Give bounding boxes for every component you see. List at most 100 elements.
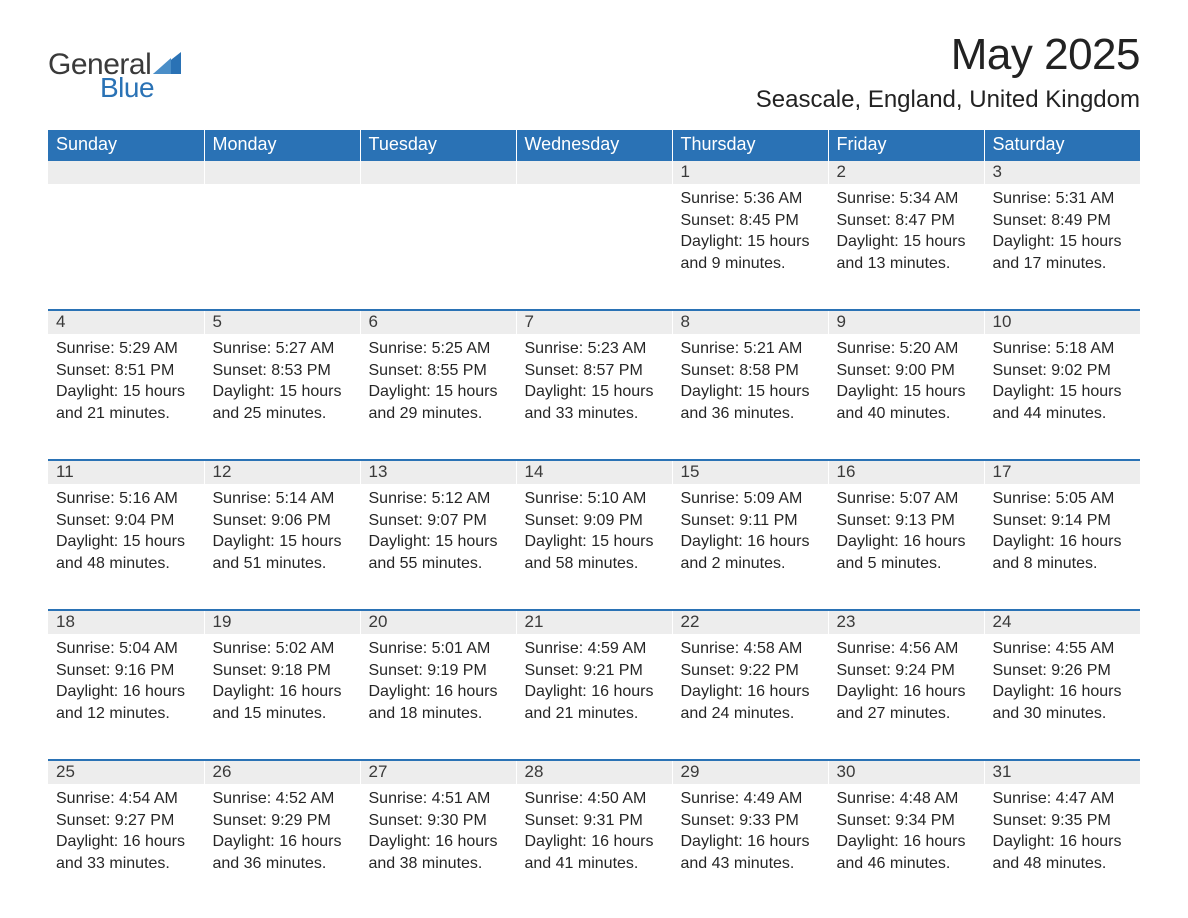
day-detail-cell [48, 184, 204, 310]
sunrise-text: Sunrise: 4:55 AM [993, 638, 1133, 660]
day-number-cell: 11 [48, 460, 204, 484]
day-number-cell: 10 [984, 310, 1140, 334]
day-detail-cell: Sunrise: 5:04 AMSunset: 9:16 PMDaylight:… [48, 634, 204, 760]
day-number-cell: 2 [828, 161, 984, 184]
sunrise-text: Sunrise: 5:29 AM [56, 338, 196, 360]
sunrise-text: Sunrise: 5:23 AM [525, 338, 664, 360]
day-number: 25 [56, 762, 75, 781]
daylight-text-2: and 27 minutes. [837, 703, 976, 725]
day-number-cell: 16 [828, 460, 984, 484]
daylight-text-1: Daylight: 15 hours [525, 531, 664, 553]
sunset-text: Sunset: 9:31 PM [525, 810, 664, 832]
sunrise-text: Sunrise: 4:54 AM [56, 788, 196, 810]
daylight-text-1: Daylight: 16 hours [993, 681, 1133, 703]
daylight-text-1: Daylight: 16 hours [993, 531, 1133, 553]
daylight-text-1: Daylight: 16 hours [213, 831, 352, 853]
daylight-text-2: and 48 minutes. [56, 553, 196, 575]
day-number: 1 [681, 162, 690, 181]
day-number: 10 [993, 312, 1012, 331]
day-number: 9 [837, 312, 846, 331]
sunrise-text: Sunrise: 5:27 AM [213, 338, 352, 360]
sunrise-text: Sunrise: 4:52 AM [213, 788, 352, 810]
sunrise-text: Sunrise: 5:14 AM [213, 488, 352, 510]
daylight-text-1: Daylight: 15 hours [56, 381, 196, 403]
sunset-text: Sunset: 8:51 PM [56, 360, 196, 382]
day-number-cell: 22 [672, 610, 828, 634]
day-number-cell: 30 [828, 760, 984, 784]
sunrise-text: Sunrise: 5:02 AM [213, 638, 352, 660]
day-detail-cell [516, 184, 672, 310]
day-number-cell: 8 [672, 310, 828, 334]
day-detail-cell: Sunrise: 5:18 AMSunset: 9:02 PMDaylight:… [984, 334, 1140, 460]
sunset-text: Sunset: 9:14 PM [993, 510, 1133, 532]
daylight-text-1: Daylight: 15 hours [213, 531, 352, 553]
daylight-text-2: and 51 minutes. [213, 553, 352, 575]
day-number-cell [516, 161, 672, 184]
day-detail-cell: Sunrise: 5:09 AMSunset: 9:11 PMDaylight:… [672, 484, 828, 610]
day-number-row: 25262728293031 [48, 760, 1140, 784]
day-number-cell: 29 [672, 760, 828, 784]
daylight-text-1: Daylight: 16 hours [837, 531, 976, 553]
day-number: 28 [525, 762, 544, 781]
daylight-text-1: Daylight: 16 hours [681, 681, 820, 703]
daylight-text-1: Daylight: 16 hours [525, 681, 664, 703]
day-number-cell: 27 [360, 760, 516, 784]
day-number-cell [48, 161, 204, 184]
daylight-text-1: Daylight: 15 hours [525, 381, 664, 403]
day-header: Sunday [48, 130, 204, 161]
day-number: 8 [681, 312, 690, 331]
daylight-text-2: and 24 minutes. [681, 703, 820, 725]
daylight-text-1: Daylight: 16 hours [56, 681, 196, 703]
sunset-text: Sunset: 9:35 PM [993, 810, 1133, 832]
day-detail-cell: Sunrise: 4:47 AMSunset: 9:35 PMDaylight:… [984, 784, 1140, 910]
brand-word-2: Blue [100, 74, 181, 102]
day-detail-cell: Sunrise: 4:55 AMSunset: 9:26 PMDaylight:… [984, 634, 1140, 760]
sunrise-text: Sunrise: 5:01 AM [369, 638, 508, 660]
day-detail-cell: Sunrise: 5:34 AMSunset: 8:47 PMDaylight:… [828, 184, 984, 310]
day-number: 22 [681, 612, 700, 631]
day-number-cell [204, 161, 360, 184]
day-number: 2 [837, 162, 846, 181]
sunset-text: Sunset: 8:49 PM [993, 210, 1133, 232]
daylight-text-1: Daylight: 15 hours [681, 381, 820, 403]
day-detail-cell: Sunrise: 4:50 AMSunset: 9:31 PMDaylight:… [516, 784, 672, 910]
sunset-text: Sunset: 9:24 PM [837, 660, 976, 682]
sunrise-text: Sunrise: 4:49 AM [681, 788, 820, 810]
daylight-text-1: Daylight: 16 hours [837, 681, 976, 703]
day-detail-cell [360, 184, 516, 310]
day-detail-cell: Sunrise: 4:48 AMSunset: 9:34 PMDaylight:… [828, 784, 984, 910]
day-number-cell: 18 [48, 610, 204, 634]
day-number-cell: 20 [360, 610, 516, 634]
daylight-text-2: and 36 minutes. [681, 403, 820, 425]
daylight-text-2: and 17 minutes. [993, 253, 1133, 275]
sunset-text: Sunset: 9:00 PM [837, 360, 976, 382]
sunset-text: Sunset: 9:21 PM [525, 660, 664, 682]
daylight-text-2: and 41 minutes. [525, 853, 664, 875]
day-header: Friday [828, 130, 984, 161]
day-number-row: 18192021222324 [48, 610, 1140, 634]
header: General Blue May 2025 Seascale, England,… [48, 30, 1140, 126]
daylight-text-2: and 38 minutes. [369, 853, 508, 875]
daylight-text-2: and 40 minutes. [837, 403, 976, 425]
sunrise-text: Sunrise: 4:56 AM [837, 638, 976, 660]
sunrise-text: Sunrise: 5:10 AM [525, 488, 664, 510]
sunrise-text: Sunrise: 5:16 AM [56, 488, 196, 510]
day-number-cell: 1 [672, 161, 828, 184]
day-detail-cell: Sunrise: 4:58 AMSunset: 9:22 PMDaylight:… [672, 634, 828, 760]
day-detail-cell: Sunrise: 5:16 AMSunset: 9:04 PMDaylight:… [48, 484, 204, 610]
day-number: 3 [993, 162, 1002, 181]
day-detail-row: Sunrise: 5:04 AMSunset: 9:16 PMDaylight:… [48, 634, 1140, 760]
daylight-text-2: and 2 minutes. [681, 553, 820, 575]
sunset-text: Sunset: 9:33 PM [681, 810, 820, 832]
daylight-text-1: Daylight: 16 hours [369, 681, 508, 703]
day-number: 27 [369, 762, 388, 781]
day-number: 16 [837, 462, 856, 481]
sunset-text: Sunset: 9:09 PM [525, 510, 664, 532]
day-number-cell [360, 161, 516, 184]
sunset-text: Sunset: 8:45 PM [681, 210, 820, 232]
daylight-text-1: Daylight: 15 hours [837, 231, 976, 253]
day-number: 5 [213, 312, 222, 331]
day-number-row: 1 2 3 [48, 161, 1140, 184]
daylight-text-1: Daylight: 15 hours [369, 531, 508, 553]
sunrise-text: Sunrise: 5:31 AM [993, 188, 1133, 210]
